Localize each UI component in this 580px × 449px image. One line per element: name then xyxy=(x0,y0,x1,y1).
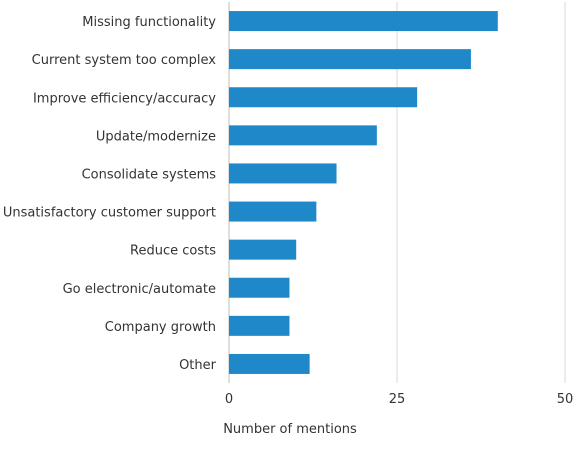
bar xyxy=(229,315,290,336)
bar xyxy=(229,201,317,222)
bars xyxy=(229,11,498,374)
x-axis-title: Number of mentions xyxy=(223,422,357,437)
category-label: Current system too complex xyxy=(32,53,217,68)
x-tick-label: 0 xyxy=(225,392,233,407)
category-label: Other xyxy=(179,358,217,373)
category-label: Improve efficiency/accuracy xyxy=(33,91,216,106)
bar xyxy=(229,239,297,260)
bar xyxy=(229,353,310,374)
bar xyxy=(229,277,290,298)
category-label: Consolidate systems xyxy=(82,167,217,182)
bar xyxy=(229,87,418,108)
category-label: Missing functionality xyxy=(82,15,216,30)
category-label: Go electronic/automate xyxy=(63,282,216,297)
bar xyxy=(229,125,377,146)
bar xyxy=(229,49,471,70)
category-label: Company growth xyxy=(105,320,216,335)
x-tick-label: 50 xyxy=(557,392,574,407)
category-label: Unsatisfactory customer support xyxy=(3,206,216,221)
x-tick-labels: 0 25 50 xyxy=(225,392,573,407)
x-tick-label: 25 xyxy=(389,392,406,407)
category-labels: Missing functionality Current system too … xyxy=(3,15,217,373)
category-label: Reduce costs xyxy=(130,244,216,259)
bar xyxy=(229,163,337,184)
bar xyxy=(229,11,498,32)
category-label: Update/modernize xyxy=(96,129,216,144)
